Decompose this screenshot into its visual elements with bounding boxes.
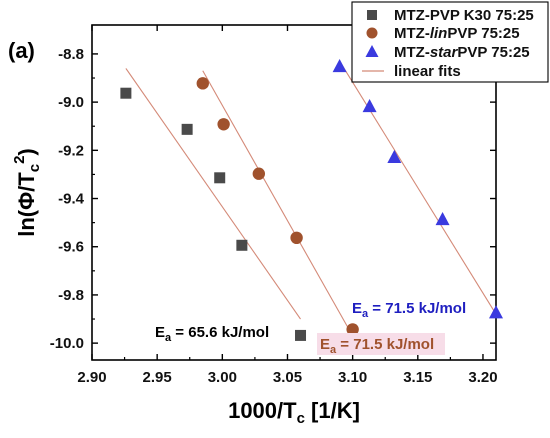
x-tick-label: 3.00 [208,369,237,386]
x-tick-label: 3.10 [338,369,367,386]
legend-marker-circle [366,27,378,39]
data-point-circle [346,323,359,336]
fit-line [202,70,354,337]
y-tick-label: -9.4 [58,191,85,208]
y-axis-title: ln(Φ/Tc2) [11,148,43,237]
panel-label: (a) [8,38,35,63]
x-axis-title: 1000/Tc [1/K] [228,398,360,427]
activation-energy-label: Ea = 71.5 kJ/mol [320,336,434,356]
legend-box [351,1,549,83]
legend-label: MTZ-starPVP 75:25 [394,44,530,61]
data-point-square [181,123,193,135]
legend-marker-square [367,10,377,20]
x-tick-label: 2.90 [77,369,106,386]
data-point-square [295,329,307,341]
legend-label: linear fits [394,63,461,80]
data-point-square [214,172,226,184]
y-tick-label: -10.0 [50,335,84,352]
fit-line [125,68,301,320]
y-tick-label: -9.8 [58,287,84,304]
y-tick-label: -9.6 [58,239,84,256]
data-point-triangle [489,305,503,319]
data-point-square [236,239,248,251]
x-tick-label: 3.20 [468,369,497,386]
data-point-triangle [332,58,347,73]
legend-marker-triangle [365,45,379,57]
data-point-circle [196,77,209,90]
fit-line [339,60,497,315]
plot-area: 2.90 2.95 3.00 3.05 3.10 3.15 3.20 -8.8 -9.0 -9.2… [8,1,549,427]
y-tick-label: -9.2 [58,142,84,159]
x-tick-label: 2.95 [143,369,172,386]
activation-energy-label: Ea = 65.6 kJ/mol [155,324,269,344]
legend-label: MTZ-linPVP 75:25 [394,25,520,42]
y-tick-label: -9.0 [58,94,84,111]
data-point-triangle [435,211,450,226]
plot-frame [91,24,497,361]
y-tick-label: -8.8 [58,46,84,63]
data-point-circle [252,167,266,180]
activation-energy-label: Ea = 71.5 kJ/mol [352,300,466,320]
x-tick-label: 3.05 [273,369,302,386]
x-tick-label: 3.15 [403,369,432,386]
data-point-square [120,87,132,99]
annotation-highlight [317,333,445,355]
data-point-triangle [362,98,377,113]
data-point-circle [290,231,303,245]
legend-label: MTZ-PVP K30 75:25 [394,7,534,24]
data-point-circle [217,118,230,131]
data-point-triangle [387,149,402,163]
